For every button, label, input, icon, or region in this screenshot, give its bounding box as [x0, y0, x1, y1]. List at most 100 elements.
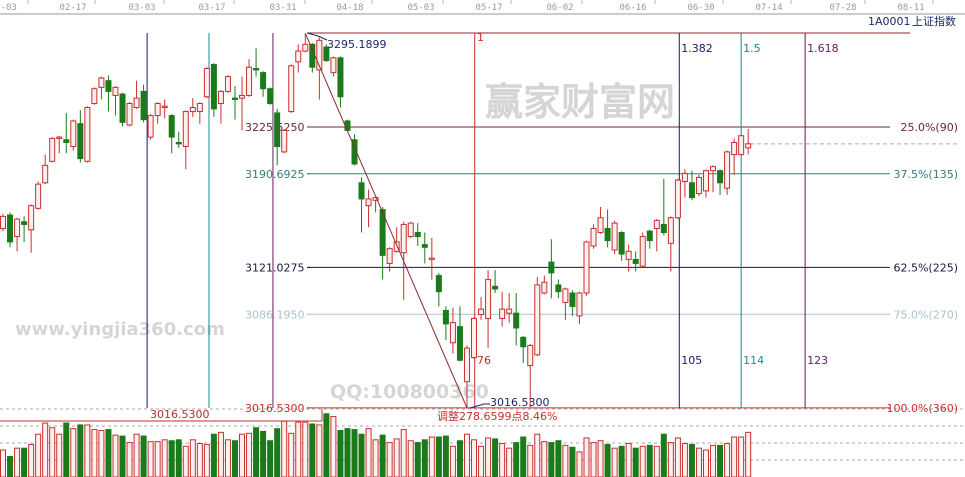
volume-bar [35, 433, 42, 477]
x-tick-label: 03-03 [128, 3, 155, 13]
volume-bar [175, 439, 182, 477]
volume-bar [260, 430, 267, 477]
volume-bar [168, 440, 175, 477]
volume-bar [562, 444, 569, 477]
candle-body [63, 139, 70, 143]
candle-body [337, 57, 344, 98]
watermark: 赢家财富网 www.yingjia360.com QQ:100800360 [15, 80, 675, 403]
volume-bar [541, 441, 548, 477]
volume-bar [112, 434, 119, 477]
candle-body [56, 136, 63, 139]
candle-body [168, 115, 175, 138]
candle-body [154, 102, 161, 117]
volume-bar [70, 428, 77, 477]
volume-bar [506, 447, 513, 477]
volume-bar [302, 421, 309, 477]
volume-bar [42, 422, 49, 477]
candle-body [562, 288, 569, 303]
volume-bar [492, 438, 499, 477]
candle-body [710, 166, 717, 172]
candle-body [611, 222, 618, 251]
volume-bar [583, 437, 590, 477]
volume-bar [632, 447, 639, 477]
candle-body [618, 232, 625, 255]
volume-bar [231, 440, 238, 477]
candle-body [372, 197, 379, 201]
candle-body [210, 64, 217, 110]
candle-body [203, 68, 210, 98]
time-fib-ratio-label: 1.382 [681, 42, 713, 55]
candle-body [105, 80, 112, 92]
candle-body [281, 129, 288, 153]
candle-body [316, 39, 323, 71]
volume-bar [555, 440, 562, 477]
volume-bar [365, 428, 372, 477]
candle-body [323, 46, 330, 61]
volume-bar [456, 440, 463, 477]
volume-bar [386, 442, 393, 477]
x-tick-label: 08-11 [897, 3, 924, 13]
candle-body [541, 281, 548, 294]
fib-price-label: 3016.5300 [245, 402, 305, 415]
candle-body [77, 123, 84, 160]
volume-bar [745, 431, 752, 477]
candle-body [126, 102, 133, 126]
candle-body [442, 309, 449, 325]
volume-bar [393, 438, 400, 477]
volume-bar [625, 443, 632, 477]
volume-bar [400, 429, 407, 477]
volume-bar [21, 447, 28, 477]
fib-pct-label: 25.0%(90) [900, 121, 958, 134]
volume-bar [7, 456, 14, 477]
volume-bar [590, 442, 597, 477]
volume-bar [267, 440, 274, 477]
volume-bar [646, 444, 653, 477]
x-tick-label: 05-03 [407, 3, 434, 13]
volume-bar [681, 443, 688, 477]
candle-body [478, 308, 485, 316]
candle-body [688, 182, 695, 199]
candle-body [513, 312, 520, 329]
candle-body [147, 115, 154, 138]
volume-bar [576, 451, 583, 477]
x-tick-label: 06-30 [687, 3, 714, 13]
bar-count-label: 76 [477, 354, 491, 367]
volume-bar [618, 445, 625, 477]
candle-body [98, 77, 105, 88]
candle-body [548, 261, 555, 274]
volume-bar [611, 447, 618, 477]
candle-body [70, 120, 77, 148]
volume-bar [667, 442, 674, 477]
volume-bar [189, 439, 196, 477]
candle-body [28, 205, 35, 231]
time-fib-ratio-label: 1.618 [807, 42, 839, 55]
volume-bar [133, 433, 140, 477]
watermark-site-cn: 赢家财富网 [485, 80, 675, 124]
volume-bar [105, 429, 112, 477]
x-tick-label: 06-16 [619, 3, 646, 13]
volume-bar [274, 428, 281, 477]
volume-bar [203, 443, 210, 477]
x-tick-label: 02-17 [59, 3, 86, 13]
volume-bar [49, 427, 56, 477]
x-tick-label: 06-02 [546, 3, 573, 13]
volume-bar [28, 443, 35, 477]
candle-body [140, 90, 147, 121]
volume-bar [224, 439, 231, 477]
symbol-code: 1A0001 [868, 15, 911, 28]
x-tick-label: 05-17 [475, 3, 502, 13]
candle-body [253, 68, 260, 71]
candle-body [414, 232, 421, 238]
high-marker-hook [306, 32, 328, 41]
volume-bar [63, 422, 70, 477]
volume-bar [56, 433, 63, 477]
candle-body [21, 221, 28, 225]
volume-bar [126, 442, 133, 477]
volume-bar [463, 433, 470, 477]
volume-bar [414, 442, 421, 477]
candle-body [667, 217, 674, 244]
candle-body [288, 65, 295, 113]
candle-body [112, 86, 119, 96]
volume-bar [246, 432, 253, 477]
volume-bar [435, 436, 442, 477]
